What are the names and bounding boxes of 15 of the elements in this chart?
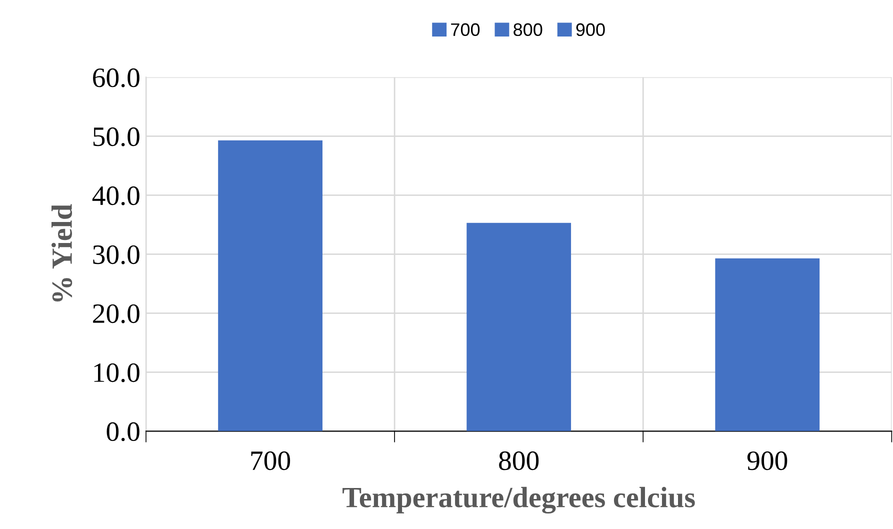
y-axis-title: % Yield xyxy=(52,204,72,302)
x-axis-title: Temperature/degrees celcius xyxy=(342,486,695,514)
y-tick-label: 20.0 xyxy=(93,304,140,324)
x-tick-label: 700 xyxy=(251,451,290,470)
legend-label: 900 xyxy=(576,23,605,36)
legend-label: 800 xyxy=(514,23,542,36)
y-tick-label: 0.0 xyxy=(106,422,140,442)
legend-label: 700 xyxy=(451,23,480,36)
y-tick-label: 60.0 xyxy=(93,68,140,88)
y-tick-label: 40.0 xyxy=(92,186,140,206)
x-tick-label: 800 xyxy=(499,451,539,470)
y-tick-label: 30.0 xyxy=(93,245,140,264)
x-tick-label: 900 xyxy=(747,451,788,470)
y-tick-label: 10.0 xyxy=(94,363,140,382)
y-tick-label: 50.0 xyxy=(93,127,140,146)
